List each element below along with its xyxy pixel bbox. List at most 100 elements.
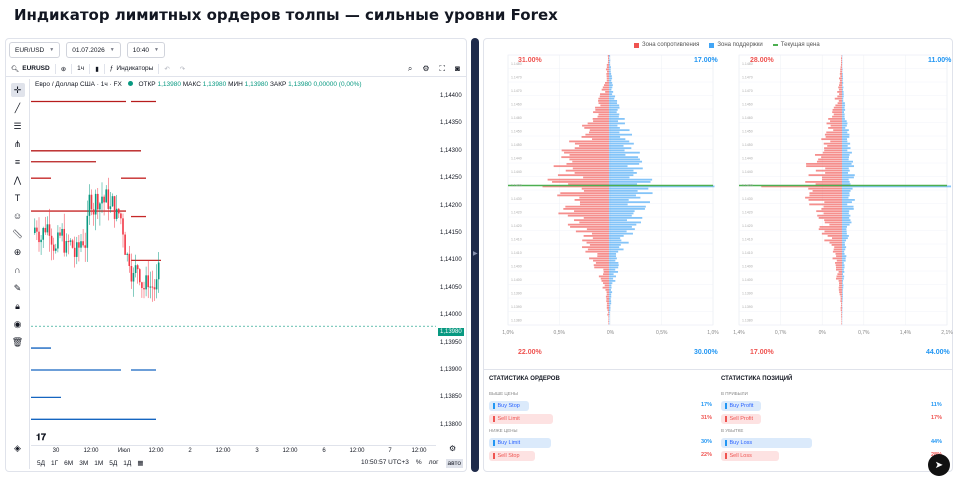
time-tick: 12:00 <box>148 448 164 454</box>
fullscreen-icon[interactable]: ⛶ <box>439 63 446 73</box>
left-orderbook-sell-bar <box>598 100 609 102</box>
left-orderbook-sell-bar <box>595 109 609 111</box>
right-orderbook-buy-bar <box>842 73 843 75</box>
right-orderbook-buy-bar <box>842 293 843 296</box>
right-orderbook-buy-bar <box>842 241 845 244</box>
stat-marker <box>725 403 727 409</box>
indicators-button[interactable]: ƒ Индикаторы <box>105 65 159 72</box>
left-orderbook-buy-bar <box>609 246 620 249</box>
resistance-swatch <box>634 42 639 48</box>
stat-row: Sell Profit 17% <box>721 414 951 424</box>
crosshair-icon[interactable]: ✛ <box>10 83 25 97</box>
auto-toggle[interactable]: авто <box>445 458 463 468</box>
right-orderbook-sell-bar <box>806 165 842 168</box>
left-orderbook-buy-bar <box>609 59 611 62</box>
candle-body <box>103 196 105 203</box>
left-orderbook-buy-bar <box>609 82 613 84</box>
price-tick: 1,13800 <box>440 421 462 428</box>
range-6m-button[interactable]: 6М <box>64 459 74 467</box>
left-orderbook-sell-bar <box>606 307 609 309</box>
left-orderbook-buy-bar <box>609 241 629 244</box>
pencil-lock-icon[interactable]: ✎ <box>13 282 22 293</box>
left-orderbook-sell-bar <box>583 235 609 237</box>
log-toggle[interactable]: лог <box>428 458 439 466</box>
price-scale[interactable]: 1,14400 1,14350 1,14300 1,14250 1,14200 1,141… <box>436 79 466 445</box>
right-orderbook-buy-bar <box>842 201 852 204</box>
current-price-swatch <box>772 44 778 46</box>
pattern-icon[interactable]: ⋀ <box>13 174 22 185</box>
magnet-icon[interactable]: ∩ <box>14 265 21 275</box>
ruler-icon[interactable]: 📏︎ <box>11 228 24 239</box>
left-orderbook-buy-bar <box>609 228 635 231</box>
left-orderbook-sell-bar <box>592 237 609 240</box>
right-orderbook-buy-bar <box>842 232 847 235</box>
fib-icon[interactable]: ≡ <box>14 157 21 167</box>
camera-icon[interactable]: ◙ <box>455 63 460 73</box>
left-orderbook-sell-bar <box>558 212 609 215</box>
telegram-button[interactable]: ➤ <box>928 454 950 476</box>
percent-toggle[interactable]: % <box>415 458 422 466</box>
bottom-bar: 5Д 1Г 6М 3М 1М 5Д 1Д ▦ 10:50:57 UTC+3 % … <box>31 456 467 470</box>
layers-icon[interactable]: ◈ <box>14 442 21 453</box>
candle-body <box>124 234 126 255</box>
price-chart[interactable]: Евро / Доллар США · 1ч · FX ОТКР 1,13980… <box>31 79 436 445</box>
left-orderbook-sell-bar <box>583 217 609 219</box>
emoji-icon[interactable]: ☺ <box>12 211 23 221</box>
eye-icon[interactable]: ◉ <box>13 318 22 329</box>
date-select[interactable]: 01.07.2026 ▼ <box>66 42 121 58</box>
left-orderbook-price-tick: 1.1460 <box>511 103 522 107</box>
right-orderbook-sell-bar <box>840 309 842 312</box>
pitchfork-icon[interactable]: ⋔ <box>13 138 22 149</box>
candle-body <box>115 208 118 219</box>
trash-icon[interactable]: 🗑︎ <box>11 336 24 347</box>
left-orderbook-buy-bar <box>609 277 614 280</box>
chart-type-button[interactable]: ▮ <box>90 65 104 73</box>
settings-icon[interactable]: ⚙ <box>422 63 430 73</box>
redo-button[interactable]: ↷ <box>175 65 190 73</box>
time-select[interactable]: 10:40 ▼ <box>126 42 165 58</box>
left-orderbook-sell-bar <box>603 273 609 276</box>
left-orderbook-buy-bar <box>609 145 624 147</box>
pair-select[interactable]: EUR/USD ▼ <box>9 42 61 58</box>
left-orderbook-sell-bar <box>589 131 609 134</box>
left-orderbook-buy-bar <box>609 97 615 100</box>
right-orderbook-sell-bar <box>837 273 842 276</box>
left-orderbook-buy-bar <box>609 223 637 226</box>
panel-splitter[interactable]: ▶ <box>471 38 479 472</box>
right-orderbook-buy-bar <box>842 178 849 181</box>
right-orderbook-price-tick: 1.1400 <box>742 278 753 282</box>
left-orderbook-axis-label: 0,5% <box>554 330 566 336</box>
left-orderbook-sell-bar <box>607 61 609 64</box>
range-1y-button[interactable]: 1Г <box>51 459 59 467</box>
horizontal-lines-icon[interactable]: ☰ <box>13 120 22 131</box>
undo-button[interactable]: ↶ <box>159 65 174 73</box>
right-orderbook-sell-bar <box>840 298 842 300</box>
candle-body <box>130 266 133 282</box>
calendar-icon[interactable]: ▦ <box>137 460 144 467</box>
lock-icon[interactable]: 🔒︎ <box>15 300 20 311</box>
trendline-icon[interactable]: ╱ <box>14 102 21 113</box>
interval-button[interactable]: 1ч <box>72 65 89 72</box>
left-orderbook-buy-bar <box>609 113 620 116</box>
range-5d-button-2[interactable]: 5Д <box>109 459 118 467</box>
compare-button[interactable]: ⊕ <box>56 65 71 73</box>
time-scale[interactable]: 30 12:00 Июл 12:00 2 12:00 3 12:00 6 12:00 7 12:00 <box>31 445 436 455</box>
text-tool-icon[interactable]: T <box>14 193 21 203</box>
left-orderbook-axis-label: 1,0% <box>707 330 719 336</box>
range-5d-button[interactable]: 5Д <box>37 459 46 467</box>
candle-body <box>118 208 120 214</box>
symbol-search[interactable]: 🔍︎ EURUSD <box>6 65 55 73</box>
zoom-icon[interactable]: ⌕ <box>407 63 413 73</box>
candlestick-plot[interactable] <box>31 79 436 445</box>
legend-high-value: 1,13980 <box>202 81 227 88</box>
right-orderbook-buy-bar <box>842 97 844 100</box>
range-1d-button[interactable]: 1Д <box>123 459 132 467</box>
left-orderbook-buy-bar <box>609 212 634 215</box>
range-3m-button[interactable]: 3М <box>79 459 89 467</box>
left-orderbook-sell-bar <box>557 194 609 197</box>
zoom-in-icon[interactable]: ⊕ <box>13 246 22 257</box>
gear-icon[interactable]: ⚙ <box>449 444 457 453</box>
left-orderbook-sell-bar <box>606 79 609 82</box>
right-orderbook-sell-bar <box>824 147 842 150</box>
range-1m-button[interactable]: 1М <box>94 459 104 467</box>
